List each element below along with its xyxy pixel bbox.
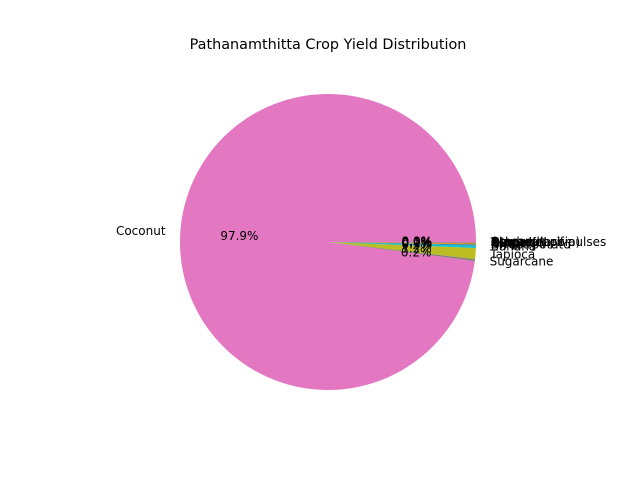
pie-slices	[180, 94, 477, 391]
slice-label-4: Sweet potato	[491, 238, 571, 252]
pie-slice-3	[328, 242, 476, 249]
slice-label-6: Ginger	[491, 236, 531, 250]
pie-labels: Coconut 97.9% Sugarcane 0.2% Tapioca 1.2% Bana…	[116, 224, 606, 268]
slice-pct-label-0: 97.9%	[220, 229, 258, 243]
pie-slice-7	[328, 242, 476, 243]
slice-pct-label-9: 0.0%	[402, 235, 433, 249]
slice-label-7: Turmeric	[490, 235, 543, 249]
pie-slice-5	[328, 242, 476, 245]
slice-pct-label-7: 0.0%	[402, 235, 433, 249]
slice-pct-label-5: 0.1%	[402, 236, 433, 250]
slice-label-3: Banana	[491, 240, 537, 254]
pie-slice-2	[328, 242, 476, 260]
slice-label-5: Rice	[491, 237, 517, 251]
slice-pct-label-1: 0.2%	[401, 245, 432, 259]
slice-pct-label-6: 0.0%	[402, 235, 433, 249]
pie-slice-8	[328, 242, 476, 243]
slice-pct-label-10: 0.0%	[402, 235, 433, 249]
pie-slice-6	[328, 242, 476, 244]
slice-pct-label-8: 0.0%	[402, 235, 433, 249]
chart-title: Pathanamthitta Crop Yield Distribution	[190, 37, 467, 53]
pie-slice-4	[328, 242, 476, 246]
slice-label-10: Black pepper	[491, 235, 570, 249]
slice-pct-label-2: 1.2%	[401, 241, 432, 255]
slice-label-8: Cowpea(Lobia)	[491, 235, 580, 249]
slice-label-11: Arecanut	[491, 235, 545, 249]
slice-pct-label-11: 0.0%	[402, 235, 433, 249]
slice-label-2: Tapioca	[489, 247, 535, 261]
slice-label-0: Coconut	[116, 224, 166, 238]
slice-pct-label-4: 0.1%	[402, 236, 433, 250]
pie-slice-0	[180, 94, 477, 391]
slice-label-1: Sugarcane	[490, 254, 554, 268]
slice-label-9: Other Kharif pulses	[491, 235, 606, 249]
pie-slice-1	[328, 242, 476, 262]
slice-pct-label-3: 0.3%	[402, 237, 433, 251]
